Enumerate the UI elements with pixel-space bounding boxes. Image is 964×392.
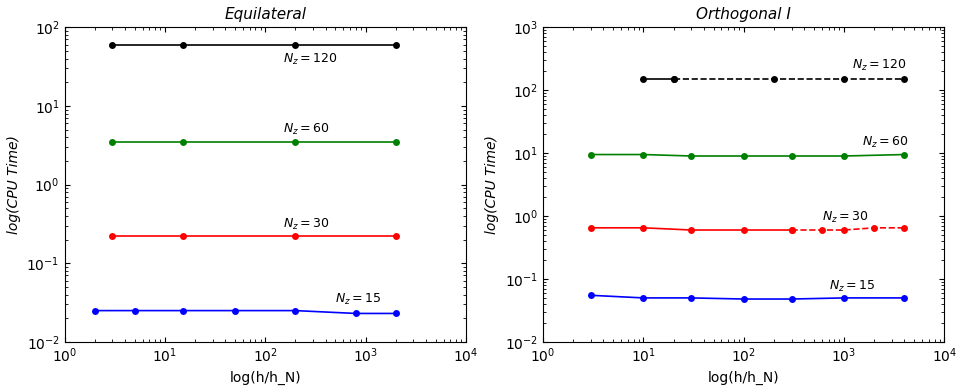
Text: $N_z = 60$: $N_z = 60$ bbox=[282, 122, 330, 137]
Y-axis label: log(CPU Time): log(CPU Time) bbox=[7, 135, 21, 234]
Text: $N_z = 60$: $N_z = 60$ bbox=[862, 135, 908, 150]
Title: Orthogonal I: Orthogonal I bbox=[696, 7, 791, 22]
X-axis label: log(h/h_N): log(h/h_N) bbox=[708, 371, 780, 385]
Y-axis label: log(CPU Time): log(CPU Time) bbox=[486, 135, 499, 234]
Text: $N_z = 120$: $N_z = 120$ bbox=[282, 52, 337, 67]
Text: $N_z = 15$: $N_z = 15$ bbox=[335, 292, 382, 307]
Text: $N_z = 30$: $N_z = 30$ bbox=[282, 217, 330, 232]
X-axis label: log(h/h_N): log(h/h_N) bbox=[229, 371, 301, 385]
Text: $N_z = 120$: $N_z = 120$ bbox=[852, 58, 907, 73]
Title: Equilateral: Equilateral bbox=[225, 7, 307, 22]
Text: $N_z = 15$: $N_z = 15$ bbox=[828, 278, 875, 294]
Text: $N_z = 30$: $N_z = 30$ bbox=[821, 209, 869, 225]
